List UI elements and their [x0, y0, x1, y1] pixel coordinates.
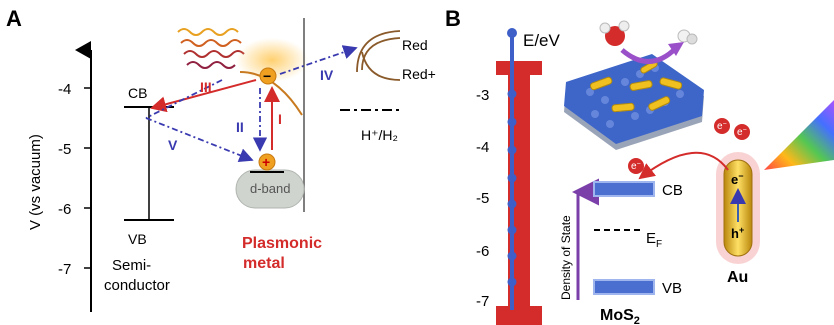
d-band-label: d-band — [250, 181, 290, 196]
light-beam-icon — [764, 100, 834, 170]
hydrogen-label: H⁺/H₂ — [361, 127, 398, 143]
path-i-label: I — [278, 111, 282, 127]
path-v-arrow-b — [145, 117, 254, 163]
mos2-cb-band — [593, 181, 655, 197]
path-v-label: V — [168, 137, 178, 153]
b-cb-label: CB — [662, 182, 683, 199]
a-tick-label: -6 — [58, 201, 71, 218]
energy-bar-top-cap — [496, 61, 542, 75]
d-band — [235, 169, 305, 209]
b-vb-label: VB — [662, 280, 682, 297]
b-tick-label: -6 — [476, 243, 489, 260]
ef-label: EF — [646, 230, 662, 250]
electron-icon — [259, 67, 277, 85]
au-label: Au — [727, 269, 748, 286]
a-tick-label: -4 — [58, 81, 71, 98]
b-tick-label: -7 — [476, 293, 489, 310]
path-iv-label: IV — [320, 67, 334, 83]
a-tick-label: -7 — [58, 261, 71, 278]
hole-icon — [258, 153, 276, 171]
path-v-arrow-a — [145, 79, 223, 119]
ev-label: E/eV — [523, 31, 561, 50]
b-tick-label: -3 — [476, 87, 489, 104]
a-ticks: -4 -5 -6 -7 — [58, 81, 91, 278]
incident-light-icon — [177, 28, 245, 69]
mos2-label: MoS2 — [600, 307, 640, 325]
mos2-sheet-illustration — [564, 54, 704, 150]
path-iv-arrow — [279, 45, 358, 75]
electron-sign: − — [263, 68, 271, 84]
path-ii-label: II — [236, 119, 244, 135]
reaction-arrowhead — [668, 42, 684, 56]
red-label: Red — [402, 37, 428, 53]
energy-dots — [507, 89, 517, 287]
semiconductor-label-2: conductor — [104, 277, 170, 294]
hot-electron-label: e− — [717, 121, 727, 132]
energy-axis-top-dot — [507, 28, 517, 38]
dos-label: Density of State — [559, 215, 573, 300]
hydrogen-molecule-icon — [677, 29, 698, 45]
plasmonic-label-2: metal — [243, 255, 285, 272]
mos2-vb-band — [593, 279, 655, 295]
redplus-label: Red+ — [402, 66, 436, 82]
a-y-axis-label: V (vs vacuum) — [27, 134, 44, 230]
panel-b-label: B — [445, 6, 461, 31]
b-tick-label: -5 — [476, 190, 489, 207]
redox-curves — [356, 30, 401, 81]
semiconductor-label-1: Semi- — [112, 257, 151, 274]
au-hole-label: h+ — [731, 225, 744, 241]
a-vb-label: VB — [128, 231, 147, 247]
au-electron-label: e− — [731, 171, 744, 187]
water-molecule-icon — [599, 20, 630, 46]
a-tick-label: -5 — [58, 141, 71, 158]
electron-transfer-arrow — [638, 151, 729, 180]
plasmonic-label-1: Plasmonic — [242, 235, 322, 252]
path-iii-label: III — [200, 79, 212, 95]
hole-sign: + — [262, 154, 270, 170]
a-cb-label: CB — [128, 85, 147, 101]
b-tick-label: -4 — [476, 139, 489, 156]
energy-bar-bottom-cap — [496, 306, 542, 325]
panel-a-label: A — [6, 6, 22, 31]
reaction-arrow — [620, 46, 678, 64]
hot-electron-label: e− — [737, 127, 747, 138]
path-iii-arrow — [150, 79, 257, 113]
semiconductor-bands — [124, 106, 174, 221]
